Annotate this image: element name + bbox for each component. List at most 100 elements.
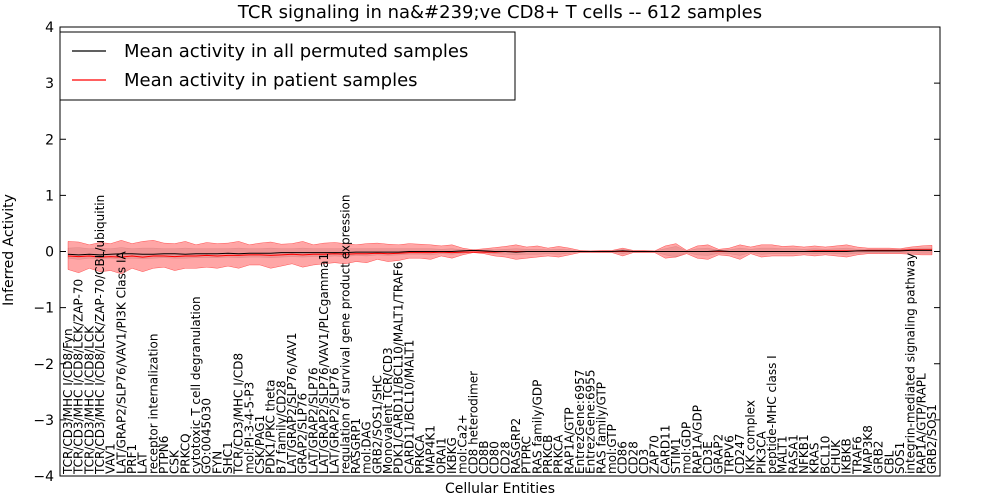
category-label: RAS family/GDP — [530, 380, 544, 474]
category-label: TRAF6 — [850, 436, 864, 475]
series-lines — [67, 249, 932, 258]
category-label: PTPN6 — [157, 436, 171, 474]
category-label: RAP1A/GTP/RAPL — [914, 373, 928, 474]
category-label: LAT/GRAP2/SLP76/VAV1 — [285, 333, 299, 474]
category-label: RASA1 — [786, 434, 800, 474]
category-label: ZAP70 — [648, 435, 662, 474]
category-label: PRKCB — [541, 435, 555, 474]
category-label: mol:GDP — [680, 422, 694, 474]
category-label: B7 family/CD28 — [274, 380, 288, 474]
y-tick-label: 2 — [45, 132, 54, 148]
patient-range-band — [67, 240, 933, 275]
category-label: GRAP2/SLP76 — [296, 393, 310, 474]
category-label: PRKCA — [552, 434, 566, 474]
y-tick-label: 4 — [45, 20, 54, 36]
category-label: CSK — [168, 449, 182, 474]
category-label: GRB2/SOS1/SHC — [370, 375, 384, 474]
category-label: PIK3CA — [754, 430, 768, 474]
category-label: CD247 — [733, 433, 747, 474]
category-label: PDK1/PKC theta — [264, 380, 278, 474]
category-label: SOS1 — [893, 442, 907, 474]
category-label: TCR/CD3/MHC I/CD8/LCK/ZAP-70/CBL/ubiquit… — [93, 195, 107, 475]
legend-label: Mean activity in patient samples — [124, 70, 418, 91]
category-label: TRPV6 — [722, 435, 736, 475]
y-tick-label: −4 — [33, 469, 54, 485]
category-label: CD8B — [477, 441, 491, 475]
category-label: mol:DAG — [360, 421, 374, 474]
category-label: TCR/CD3/MHC I/CD8/LCK — [82, 325, 96, 475]
y-tick-label: −1 — [33, 301, 54, 317]
category-label: IKBKG — [445, 437, 459, 474]
category-label: CD80 — [488, 441, 502, 474]
category-label: TCR/CD3/MHC I/CD8/LCK/ZAP-70 — [72, 279, 86, 475]
y-tick-label: −2 — [33, 357, 54, 373]
category-label: LAT — [136, 452, 150, 474]
category-label: regulation of survival gene product expr… — [338, 195, 352, 474]
category-label: mol:GTP — [605, 424, 619, 474]
legend: Mean activity in all permuted samples Mea… — [59, 31, 516, 101]
category-label: MAP4K1 — [424, 425, 438, 474]
x-axis-label: Cellular Entities — [445, 481, 555, 497]
category-label: CHUK — [829, 439, 843, 474]
chart-title: TCR signaling in na&#239;ve CD8+ T cells… — [237, 2, 762, 23]
category-label: LAT/GRAP2/SLP76 — [306, 367, 320, 474]
category-label: ORAI1 — [434, 437, 448, 474]
category-label: IKK complex — [744, 400, 758, 474]
category-label: EntrezGene:6955 — [584, 370, 598, 475]
category-label: LAT/GRAP2/SLP76/VAV1/PLCgamma1 — [317, 253, 331, 474]
category-label: LAT/GRAP2/SLP76/VAV1/PI3K Class IA — [114, 250, 128, 474]
category-label: BCL10 — [818, 436, 832, 474]
y-tick-label: −3 — [33, 413, 54, 429]
category-label: CD8 heterodimer — [466, 371, 480, 474]
category-label: CARD11 — [658, 425, 672, 474]
category-label: CD3 — [637, 449, 651, 474]
y-axis-label: Inferred Activity — [1, 194, 17, 306]
confidence-bands — [67, 240, 933, 275]
category-label: NFKB1 — [797, 434, 811, 474]
category-label: peptide-MHC class I — [765, 355, 779, 474]
category-label: mol:Ca2+ — [456, 414, 470, 474]
category-label: PDK1/CARD11/BCL10/MALT1/TRAF6 — [392, 262, 406, 474]
category-label: CD28 — [626, 441, 640, 474]
category-label: RAS family/GTP — [594, 382, 608, 474]
category-label: RASGRP2 — [509, 418, 523, 474]
category-label: IKBKB — [840, 438, 854, 474]
category-label: Monovalent TCR/CD3 — [381, 347, 395, 474]
category-label: EntrezGene:6957 — [573, 370, 587, 475]
category-label: RAP1A/GTP — [562, 407, 576, 474]
category-label: CSK/PAG1 — [253, 415, 267, 474]
category-label: RAP1A/GDP — [690, 405, 704, 474]
y-tick-label: 1 — [45, 188, 54, 204]
category-label: CBL — [882, 450, 896, 474]
category-label: LAT/GRAP2/SLP76 — [328, 367, 342, 474]
category-label: MAP3K8 — [861, 425, 875, 474]
legend-label: Mean activity in all permuted samples — [124, 41, 468, 62]
category-label: STIM1 — [669, 438, 683, 474]
category-label: PRKCQ — [178, 433, 192, 474]
category-label: RASGRP1 — [349, 418, 363, 474]
category-label: GRB2/SOS1 — [925, 404, 939, 474]
category-label: PRF1 — [125, 444, 139, 474]
legend-box — [59, 31, 516, 101]
y-tick-label: 0 — [45, 245, 54, 261]
y-axis-ticks: 4 3 2 1 0 −1 −2 −3 −4 — [33, 20, 940, 485]
category-label: PRKCA — [413, 434, 427, 474]
category-label: CD86 — [616, 441, 630, 474]
category-label: SHC1 — [221, 441, 235, 474]
category-label: KRAS — [808, 442, 822, 474]
category-label: FYN — [210, 451, 224, 474]
category-label: CD3E — [701, 441, 715, 474]
category-label: cytotoxic T cell degranulation — [189, 296, 203, 474]
category-label: GRAP2 — [712, 434, 726, 474]
category-label: GRB2 — [872, 440, 886, 474]
category-label: VAV1 — [104, 443, 118, 474]
category-label: TCR/CD3/MHC I/CD8/Fyn — [61, 328, 75, 475]
y-tick-label: 3 — [45, 76, 54, 92]
category-label: MALT1 — [776, 435, 790, 474]
category-label: PTPRC — [520, 436, 534, 474]
category-label: CARD11/BCL10/MALT1 — [402, 340, 416, 474]
category-label: mol:PI-3-4-5-P3 — [242, 382, 256, 474]
category-label: TCR/CD3/MHC I/CD8 — [232, 353, 246, 475]
